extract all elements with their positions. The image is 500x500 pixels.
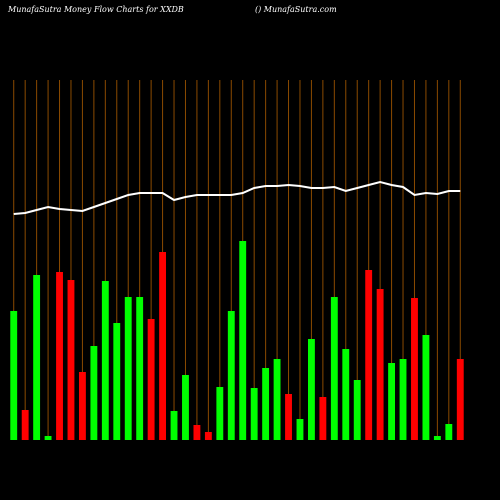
bar [170, 411, 178, 440]
bar [101, 281, 109, 440]
bar [136, 297, 144, 440]
bar [456, 359, 464, 440]
bar [433, 436, 441, 440]
bar [21, 410, 29, 440]
bar [307, 339, 315, 440]
bar [296, 419, 304, 440]
bar [273, 359, 281, 440]
bar [250, 388, 258, 440]
bar [227, 311, 235, 440]
bar [33, 275, 41, 440]
bar [239, 241, 247, 440]
bar [44, 436, 52, 440]
chart-subtitle: () MunafaSutra.com [255, 5, 337, 14]
bar [330, 297, 338, 440]
bar [159, 252, 167, 440]
bar [90, 346, 98, 440]
bar [113, 323, 121, 440]
bar [285, 394, 292, 440]
bar [182, 375, 189, 440]
bar [78, 372, 86, 440]
bar [399, 359, 407, 440]
bar [204, 432, 212, 440]
bar [376, 289, 384, 440]
bar [353, 380, 361, 440]
chart-title: MunafaSutra Money Flow Charts for XXDB [7, 5, 184, 14]
bar [365, 270, 373, 440]
bar [147, 319, 155, 440]
bar [388, 363, 396, 440]
bar [411, 298, 418, 440]
bar [342, 349, 350, 440]
bar [319, 397, 327, 440]
bar [445, 424, 453, 440]
bar [216, 387, 224, 440]
bar [422, 335, 430, 440]
bar [124, 297, 132, 440]
bar [262, 368, 270, 440]
money-flow-line [13, 180, 461, 215]
bar [56, 272, 63, 440]
bar [10, 311, 18, 440]
bar [67, 280, 75, 440]
bar [193, 425, 201, 440]
